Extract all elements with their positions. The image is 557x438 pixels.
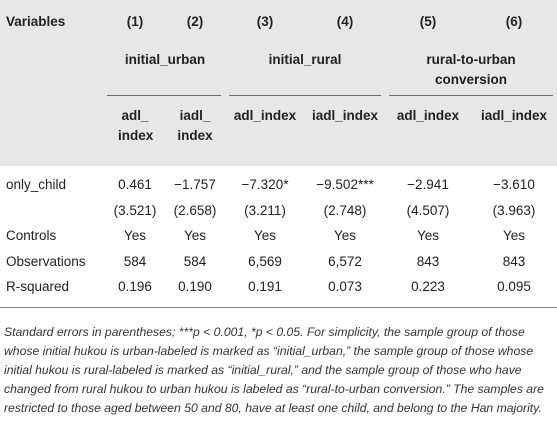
row-label: R-squared (6, 279, 70, 294)
table-footnote: Standard errors in parentheses; ***p < 0… (4, 325, 544, 415)
table-cell: 0.191 (248, 279, 282, 294)
table-cell: 0.223 (411, 279, 445, 294)
subheader-adl-3: adl_index (233, 108, 297, 123)
subheader-iadl-2: iadl_ index (177, 108, 213, 143)
table-cell: 0.073 (328, 279, 362, 294)
group-header-initial-urban: initial_urban (124, 52, 206, 67)
table-cell: 0.095 (497, 279, 531, 294)
group-rule-initial-urban (107, 95, 221, 96)
col-number-3: (3) (256, 14, 274, 29)
group-header-rural-to-urban: rural-to-urban conversion (426, 52, 516, 87)
table-cell: 6,572 (328, 254, 362, 269)
table-cell: (4.507) (406, 203, 450, 218)
row-label: only_child (6, 177, 67, 192)
group-rule-rural-to-urban (389, 95, 553, 96)
table-cell: −1.757 (174, 177, 216, 192)
header-band (0, 0, 557, 166)
col-number-5: (5) (419, 14, 437, 29)
table-cell: (2.658) (173, 203, 217, 218)
table-cell: 584 (123, 254, 147, 269)
variables-header: Variables (6, 14, 66, 29)
table-cell: −2.941 (407, 177, 449, 192)
table-cell: 0.196 (118, 279, 152, 294)
table-cell: (3.211) (244, 203, 286, 218)
row-label: Observations (6, 254, 86, 269)
subheader-adl-1: adl_ index (118, 108, 154, 143)
col-number-4: (4) (336, 14, 354, 29)
group-header-initial-rural: initial_rural (268, 52, 342, 67)
table-cell: Yes (123, 228, 147, 243)
row-label: Controls (6, 228, 57, 243)
col-number-2: (2) (186, 14, 204, 29)
table-cell: (3.521) (113, 203, 157, 218)
subheader-adl-5: adl_index (396, 108, 460, 123)
table-cell: (3.963) (492, 203, 536, 218)
table-cell: 843 (502, 254, 526, 269)
table-cell: 0.190 (178, 279, 212, 294)
table-cell: Yes (416, 228, 440, 243)
table-cell: 6,569 (248, 254, 282, 269)
table-cell: −3.610 (493, 177, 535, 192)
table-cell: 843 (416, 254, 440, 269)
table-cell: Yes (183, 228, 207, 243)
table-cell: Yes (253, 228, 277, 243)
table-cell: −7.320* (241, 177, 289, 192)
subheader-iadl-6: iadl_index (480, 108, 548, 123)
table-cell: Yes (333, 228, 357, 243)
table-cell: (2.748) (323, 203, 367, 218)
subheader-iadl-4: iadl_index (311, 108, 379, 123)
col-number-1: (1) (126, 14, 144, 29)
col-number-6: (6) (505, 14, 523, 29)
table-cell: −9.502*** (316, 177, 374, 192)
table-bottom-rule (0, 307, 557, 308)
table-cell: 584 (183, 254, 207, 269)
table-cell: 0.461 (118, 177, 152, 192)
table-cell: Yes (502, 228, 526, 243)
group-rule-initial-rural (229, 95, 381, 96)
